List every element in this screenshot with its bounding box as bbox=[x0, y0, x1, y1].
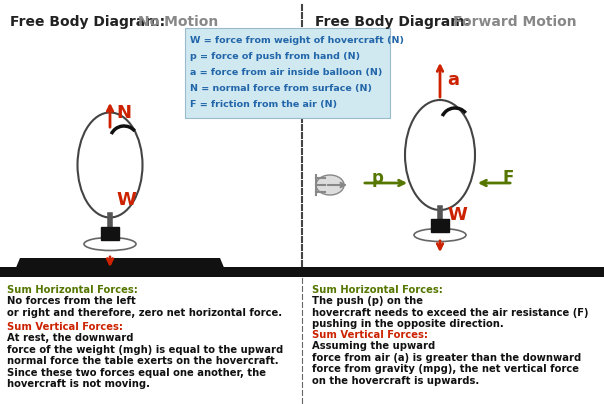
Polygon shape bbox=[15, 258, 225, 270]
Text: F: F bbox=[502, 169, 513, 187]
Bar bbox=[0, 278, 604, 404]
Bar bbox=[431, 219, 449, 232]
Text: F = friction from the air (N): F = friction from the air (N) bbox=[190, 100, 337, 109]
Text: W = force from weight of hovercraft (N): W = force from weight of hovercraft (N) bbox=[190, 36, 404, 45]
Text: No Motion: No Motion bbox=[138, 15, 218, 29]
Text: p = force of push from hand (N): p = force of push from hand (N) bbox=[190, 52, 360, 61]
Bar bbox=[0, 267, 604, 277]
Text: a: a bbox=[447, 71, 459, 89]
Text: W: W bbox=[447, 206, 467, 224]
Text: Free Body Diagram:: Free Body Diagram: bbox=[315, 15, 475, 29]
Text: The push (p) on the
hovercraft needs to exceed the air resistance (F)
pushing in: The push (p) on the hovercraft needs to … bbox=[312, 296, 588, 329]
Text: Assuming the upward
force from air (a) is greater than the downward
force from g: Assuming the upward force from air (a) i… bbox=[312, 341, 581, 386]
Ellipse shape bbox=[405, 100, 475, 210]
Text: p: p bbox=[372, 169, 384, 187]
Ellipse shape bbox=[77, 112, 143, 217]
Text: a = force from air inside balloon (N): a = force from air inside balloon (N) bbox=[190, 68, 382, 77]
FancyBboxPatch shape bbox=[185, 28, 390, 118]
Ellipse shape bbox=[316, 175, 344, 195]
Text: W: W bbox=[116, 191, 136, 209]
Text: Sum Vertical Forces:: Sum Vertical Forces: bbox=[312, 330, 428, 340]
Text: No forces from the left
or right and therefore, zero net horizontal force.: No forces from the left or right and the… bbox=[7, 296, 282, 318]
Text: Sum Vertical Forces:: Sum Vertical Forces: bbox=[7, 322, 123, 332]
Text: N: N bbox=[116, 104, 131, 122]
Text: Forward Motion: Forward Motion bbox=[453, 15, 577, 29]
Text: Sum Horizontal Forces:: Sum Horizontal Forces: bbox=[7, 285, 138, 295]
Text: Sum Horizontal Forces:: Sum Horizontal Forces: bbox=[312, 285, 443, 295]
Text: N = normal force from surface (N): N = normal force from surface (N) bbox=[190, 84, 372, 93]
Text: At rest, the downward
force of the weight (mgh) is equal to the upward
normal fo: At rest, the downward force of the weigh… bbox=[7, 333, 283, 389]
FancyArrowPatch shape bbox=[328, 183, 345, 187]
Text: Free Body Diagram:: Free Body Diagram: bbox=[10, 15, 170, 29]
Bar bbox=[101, 227, 119, 240]
Bar bbox=[0, 0, 604, 275]
